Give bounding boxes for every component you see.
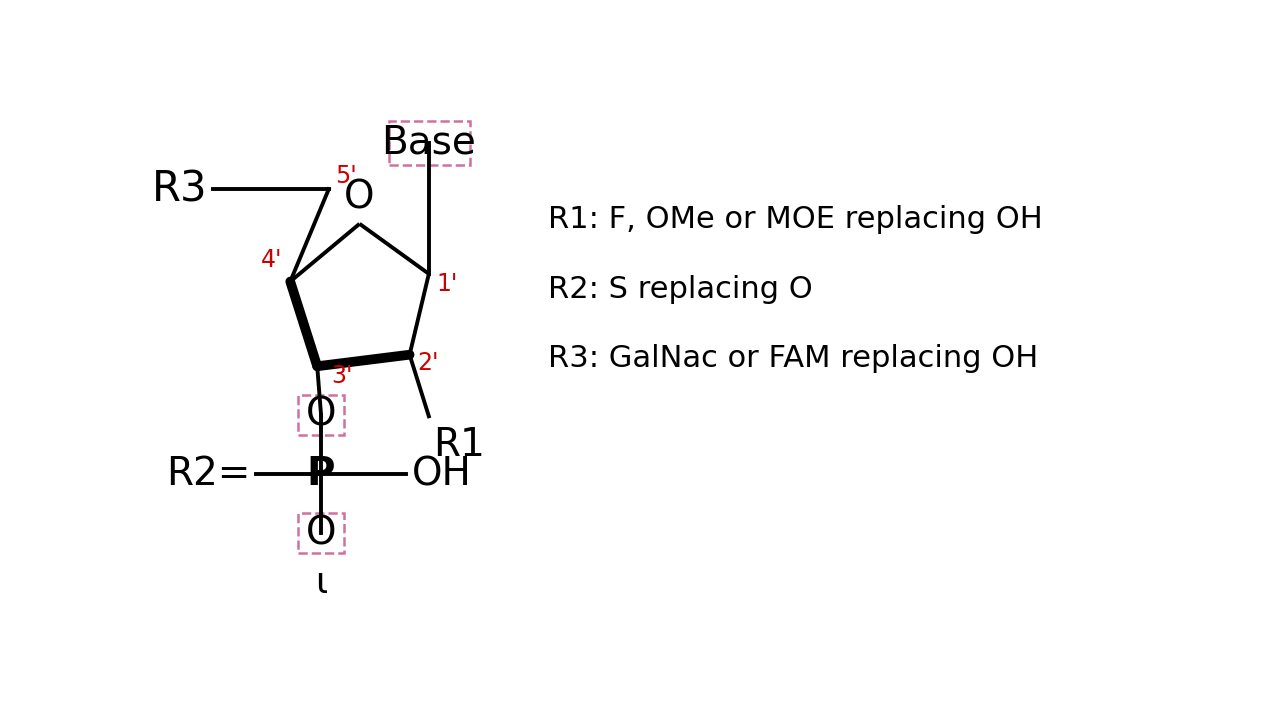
Text: O: O [306, 395, 337, 434]
Text: O: O [344, 178, 375, 216]
FancyBboxPatch shape [298, 395, 344, 435]
Text: R1: R1 [433, 425, 485, 464]
Text: 3': 3' [332, 364, 352, 388]
Text: OH: OH [412, 455, 472, 493]
Text: ι: ι [315, 566, 328, 600]
Text: 2': 2' [417, 351, 439, 375]
Text: 1': 1' [436, 273, 458, 296]
Text: Base: Base [381, 124, 476, 162]
Text: R2: S replacing O: R2: S replacing O [548, 275, 813, 304]
Text: 4': 4' [261, 248, 283, 273]
Text: O: O [306, 514, 337, 552]
FancyBboxPatch shape [298, 513, 344, 553]
Text: 5': 5' [335, 163, 357, 187]
Text: P: P [307, 455, 335, 493]
FancyBboxPatch shape [389, 121, 470, 165]
Text: R3: GalNac or FAM replacing OH: R3: GalNac or FAM replacing OH [548, 344, 1038, 373]
Text: R2=: R2= [166, 455, 250, 493]
Text: R1: F, OMe or MOE replacing OH: R1: F, OMe or MOE replacing OH [548, 205, 1043, 234]
Text: R3: R3 [151, 168, 207, 210]
